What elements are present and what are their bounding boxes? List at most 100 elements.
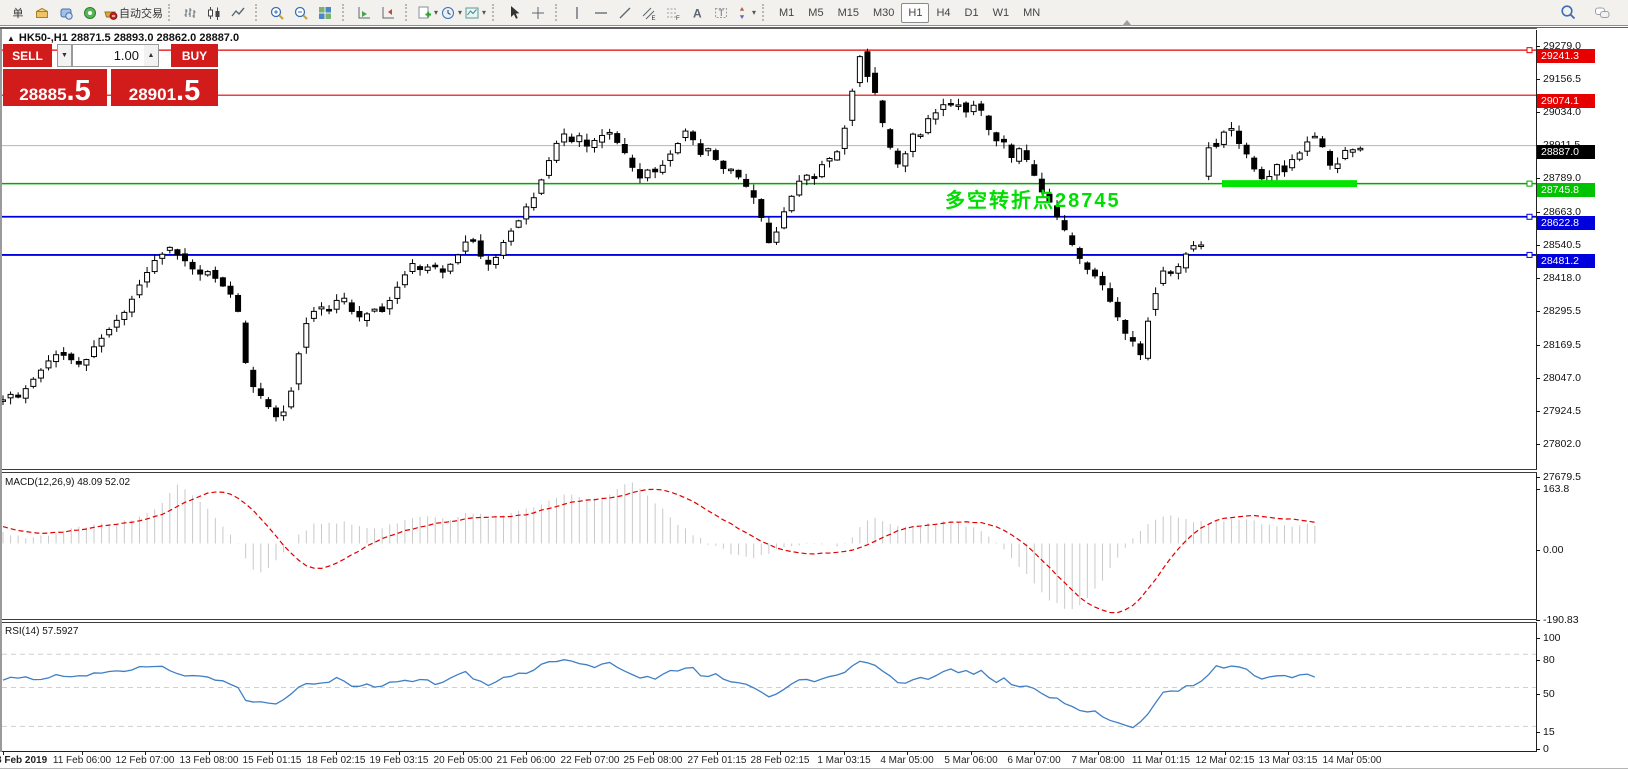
bearish-candle — [864, 51, 871, 77]
rsi-scale-label: 80 — [1536, 654, 1555, 666]
bullish-candle — [1342, 149, 1349, 159]
macd-scale-label: -190.83 — [1536, 614, 1579, 626]
candlestick-chart-button[interactable] — [202, 2, 226, 24]
green-trendline-segment[interactable] — [1222, 180, 1357, 188]
periods-button[interactable]: ▾ — [439, 2, 463, 24]
zoom-in-button[interactable] — [265, 2, 289, 24]
signals-icon — [84, 6, 96, 19]
price-level-badge: 29241.3 — [1537, 49, 1595, 64]
horizontal-line-button[interactable] — [589, 2, 613, 24]
bullish-candle — [295, 353, 302, 385]
bearish-candle — [765, 222, 772, 244]
bullish-candle — [204, 271, 211, 276]
bullish-candle — [166, 246, 173, 251]
volume-decrease-button[interactable]: ▼ — [57, 44, 72, 67]
price-level-badge: 28887.0 — [1537, 144, 1595, 159]
pane-splitter-rsi[interactable] — [2, 619, 1626, 623]
timeframe-m1[interactable]: M1 — [772, 3, 801, 23]
equidistant-channel-button[interactable]: E — [637, 2, 661, 24]
time-tick — [82, 752, 83, 755]
price-level-badge: 28481.2 — [1537, 253, 1595, 268]
timeframe-m5[interactable]: M5 — [801, 3, 830, 23]
text-label-button[interactable]: T — [709, 2, 733, 24]
templates-button[interactable]: ▾ — [463, 2, 487, 24]
bearish-candle — [750, 190, 757, 198]
bullish-candle — [1016, 148, 1023, 162]
time-tick-label: 20 Feb 05:00 — [433, 755, 493, 766]
bearish-candle — [181, 253, 188, 262]
line-endpoint-handle[interactable] — [1526, 180, 1533, 187]
text-button[interactable]: A — [685, 2, 709, 24]
chat-button[interactable] — [1590, 2, 1614, 24]
chart-shift-button[interactable] — [376, 2, 400, 24]
bullish-candle — [401, 274, 408, 286]
new-order-button[interactable]: 单 — [6, 2, 30, 24]
time-axis[interactable]: 8 Feb 2019 11 Feb 06:00 12 Feb 07:00 13 Feb… — [0, 752, 1628, 768]
autotrading-button[interactable]: 自动交易 — [102, 2, 163, 24]
bar-chart-button[interactable] — [178, 2, 202, 24]
bearish-candle — [197, 269, 204, 275]
bullish-candle — [83, 359, 90, 366]
time-tick — [590, 752, 591, 755]
bearish-candle — [356, 311, 363, 318]
fibonacci-button[interactable]: F — [661, 2, 685, 24]
bullish-candle — [606, 131, 613, 135]
buy-price-button[interactable]: 28901.5 — [111, 69, 218, 106]
cursor-button[interactable] — [502, 2, 526, 24]
bearish-candle — [652, 168, 659, 173]
macd-pane[interactable] — [2, 473, 1536, 619]
bullish-candle — [310, 310, 317, 319]
auto-scroll-button[interactable] — [352, 2, 376, 24]
bullish-candle — [128, 298, 135, 313]
bullish-candle — [1152, 293, 1159, 310]
bullish-candle — [1349, 149, 1356, 153]
splitter-collapse-arrow[interactable] — [1122, 20, 1132, 26]
volume-input[interactable] — [72, 44, 144, 67]
timeframe-m15[interactable]: M15 — [831, 3, 866, 23]
price-axis[interactable]: 29279.029156.529034.028911.528789.028663… — [1536, 28, 1628, 755]
bearish-candle — [583, 139, 590, 147]
timeframe-w1[interactable]: W1 — [986, 3, 1017, 23]
timeframe-d1[interactable]: D1 — [958, 3, 986, 23]
bullish-candle — [159, 253, 166, 259]
bullish-candle — [1311, 135, 1318, 139]
bearish-candle — [1251, 157, 1258, 170]
market-button[interactable] — [54, 2, 78, 24]
price-tick-label: 28295.5 — [1536, 305, 1581, 317]
sell-button[interactable]: SELL — [3, 44, 52, 67]
trendline-button[interactable] — [613, 2, 637, 24]
buy-button[interactable]: BUY — [171, 44, 218, 67]
bearish-candle — [993, 132, 1000, 142]
volume-increase-button[interactable]: ▲ — [144, 44, 159, 67]
line-endpoint-handle[interactable] — [1526, 251, 1533, 258]
crosshair-button[interactable] — [526, 2, 550, 24]
add-indicator-button[interactable]: ▾ — [415, 2, 439, 24]
market-watch-button[interactable] — [30, 2, 54, 24]
tile-windows-icon — [319, 6, 331, 19]
timeframe-m30[interactable]: M30 — [866, 3, 901, 23]
auto-scroll-icon — [358, 6, 370, 18]
bearish-candle — [720, 160, 727, 170]
price-tick-label: 27924.5 — [1536, 405, 1581, 417]
pane-splitter-macd[interactable] — [2, 469, 1626, 473]
rsi-pane[interactable] — [2, 623, 1536, 751]
arrows-button[interactable]: ▾ — [733, 2, 757, 24]
bearish-candle — [1319, 138, 1326, 148]
timeframe-mn[interactable]: MN — [1016, 3, 1047, 23]
vertical-line-button[interactable] — [565, 2, 589, 24]
line-endpoint-handle[interactable] — [1526, 213, 1533, 220]
zoom-out-button[interactable] — [289, 2, 313, 24]
line-chart-button[interactable] — [226, 2, 250, 24]
price-chart-pane[interactable] — [2, 30, 1536, 469]
sell-price-button[interactable]: 28885.5 — [3, 69, 107, 106]
time-tick — [336, 752, 337, 755]
signals-button[interactable] — [78, 2, 102, 24]
tile-windows-button[interactable] — [313, 2, 337, 24]
line-endpoint-handle[interactable] — [1526, 47, 1533, 54]
bullish-candle — [667, 153, 674, 161]
timeframe-h4[interactable]: H4 — [929, 3, 957, 23]
search-button[interactable] — [1556, 2, 1580, 24]
bullish-candle — [659, 164, 666, 173]
timeframe-h1[interactable]: H1 — [901, 2, 930, 23]
toolbar-grip — [555, 4, 560, 21]
